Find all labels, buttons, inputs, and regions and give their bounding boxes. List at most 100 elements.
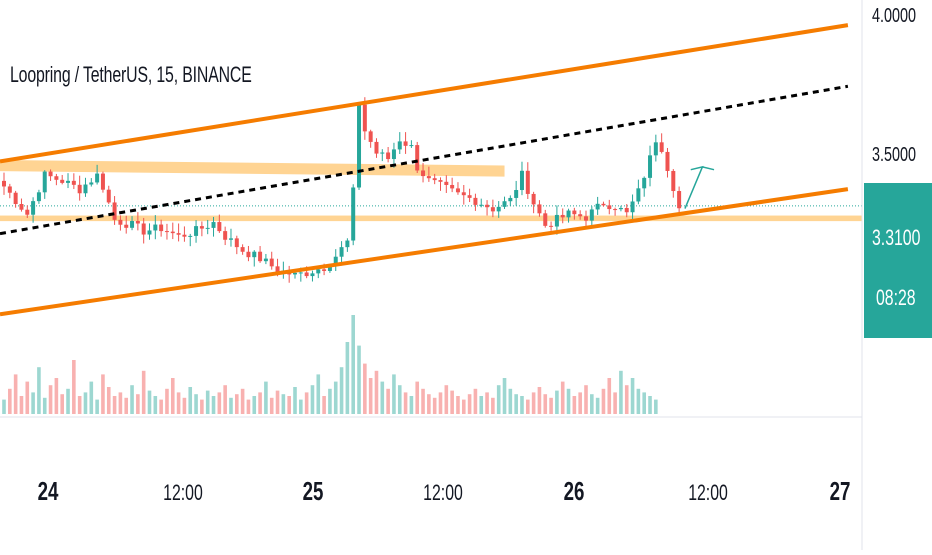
candle-body [397,141,402,150]
candle-body [391,149,396,160]
candle-body [362,104,367,132]
candle-body [263,258,268,262]
volume-bar [427,394,431,414]
volume-bar [496,385,501,414]
volume-bar [397,385,402,414]
candle-body [77,184,82,194]
candle-body [601,203,606,206]
volume-bar [66,388,70,414]
volume-bar [31,392,35,414]
candle-body [42,171,47,193]
candle-body [13,192,18,205]
candle-body [327,265,332,271]
volume-bar [188,387,193,414]
candle-body [228,238,233,240]
volume-bar [601,388,606,414]
candle-body [333,256,338,266]
candle-body [589,209,594,221]
volume-bar [147,390,152,414]
volume-bar [258,392,262,414]
candle-body [479,204,484,206]
volume-bar [8,388,12,414]
candle-body [83,184,88,194]
volume-bar [555,390,559,414]
candle-body [298,272,303,274]
candle-body [95,173,100,183]
candle-body [444,181,449,185]
volume-bar [77,396,82,414]
volume-bar [118,392,123,414]
candle-body [293,272,297,275]
candle-body [176,233,181,235]
volume-bar [368,378,373,414]
candle-body [525,170,530,194]
volume-bar [25,381,30,414]
volume-bar [42,397,47,414]
candle-body [409,145,414,147]
volume-bar [514,394,518,414]
price-tick-label: 3.5000 [872,143,916,166]
volume-bar [72,360,76,414]
candle-body [234,238,239,248]
candle-body [60,179,65,183]
time-axis[interactable]: 24 12:00 25 12:00 26 12:00 27 [38,476,851,506]
candle-body [159,224,164,232]
candle-body [374,141,379,154]
projection-arrow [684,165,715,209]
volume-bar [205,390,210,414]
volume-bar [613,392,617,414]
volume-bar [200,399,204,414]
candle-body [194,226,199,236]
trend-drawings [0,23,849,317]
volume-bar [130,385,134,414]
volume-bar [619,370,623,414]
volume-bar [403,392,408,414]
last-price-value: 3.3100 [872,227,920,251]
candle-body [677,191,682,209]
time-tick-label: 12:00 [423,482,463,506]
candle-body [25,209,30,215]
candle-body [2,180,6,187]
volume-bar [339,367,344,414]
time-tick-label: 27 [830,476,851,506]
candle-body [584,216,588,221]
candle-body [572,210,577,215]
candle-body [240,247,245,252]
volume-bar [287,396,291,414]
candle-body [624,207,629,213]
candle-body [223,231,228,240]
channel-midline [0,84,849,236]
candle-body [642,177,647,189]
candle-body [141,223,146,235]
volume-bar [386,388,390,414]
volume-bar [136,394,140,414]
candle-body [48,171,53,177]
candle-body [153,224,158,231]
volume-bar [264,381,268,414]
volume-bar [508,388,513,414]
volume-bar [456,396,460,414]
candle-body [135,221,140,224]
volume-bar [2,399,6,414]
candle-body [269,258,274,267]
time-tick-label: 26 [564,476,585,506]
candle-body [659,142,664,152]
volume-bar [642,392,646,414]
support-resistance-zones [0,159,862,222]
time-tick-label: 12:00 [163,482,203,506]
volume-bar [584,385,588,414]
candle-body [450,184,455,189]
volume-bar [432,397,437,414]
volume-bar [578,392,582,414]
volume-bar [450,390,454,414]
volume-bar [48,385,53,414]
candle-body [124,224,129,228]
candle-body [106,189,111,203]
volume-bar [520,396,524,414]
volume-bar [281,394,286,414]
candle-body [66,180,71,183]
volume-bar [83,392,88,414]
channel-lower-line [0,187,849,317]
